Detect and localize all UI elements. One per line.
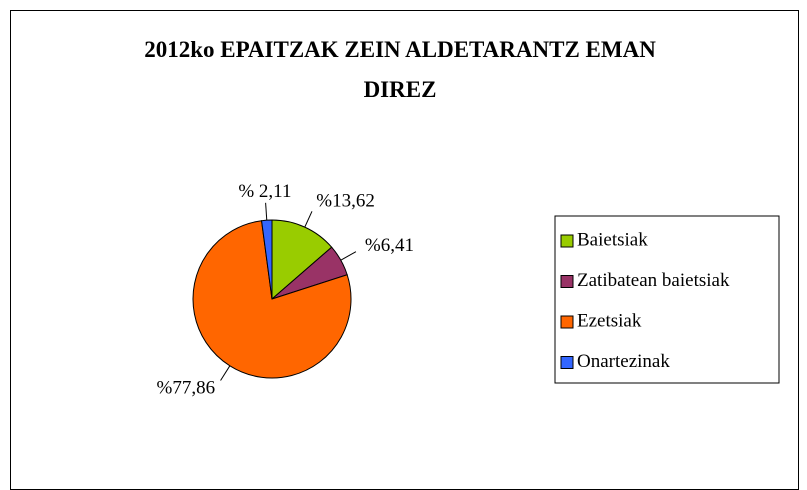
- leader-line: [304, 211, 313, 228]
- legend-swatch: [560, 275, 574, 288]
- leader-line: [340, 251, 357, 261]
- legend-label: Onartezinak: [577, 351, 670, 372]
- data-label: %13,62: [316, 190, 375, 211]
- legend-label: Baietsiak: [577, 229, 648, 250]
- chart-title: 2012ko EPAITZAK ZEIN ALDETARANTZ EMAN DI…: [144, 37, 656, 102]
- legend-swatch: [560, 234, 574, 248]
- legend-label: Ezetsiak: [577, 310, 642, 331]
- leader-line: [220, 365, 231, 381]
- data-label: %77,86: [157, 378, 216, 399]
- legend-swatch: [560, 315, 574, 329]
- legend-swatch: [560, 356, 574, 369]
- chart: %13,62 %6,41 %77,86 % 2,11 Baietsiak Zatibate…: [157, 181, 780, 399]
- pie-slice: [192, 220, 352, 379]
- legend-label: Zatibatean baietsiak: [577, 270, 730, 291]
- legend-box: [554, 215, 780, 384]
- data-label: %6,41: [365, 235, 414, 256]
- page: 2012ko EPAITZAK ZEIN ALDETARANTZ EMAN DI…: [10, 10, 799, 490]
- data-label: % 2,11: [238, 181, 291, 202]
- leader-line: [265, 202, 268, 221]
- pie-slice: [271, 219, 333, 301]
